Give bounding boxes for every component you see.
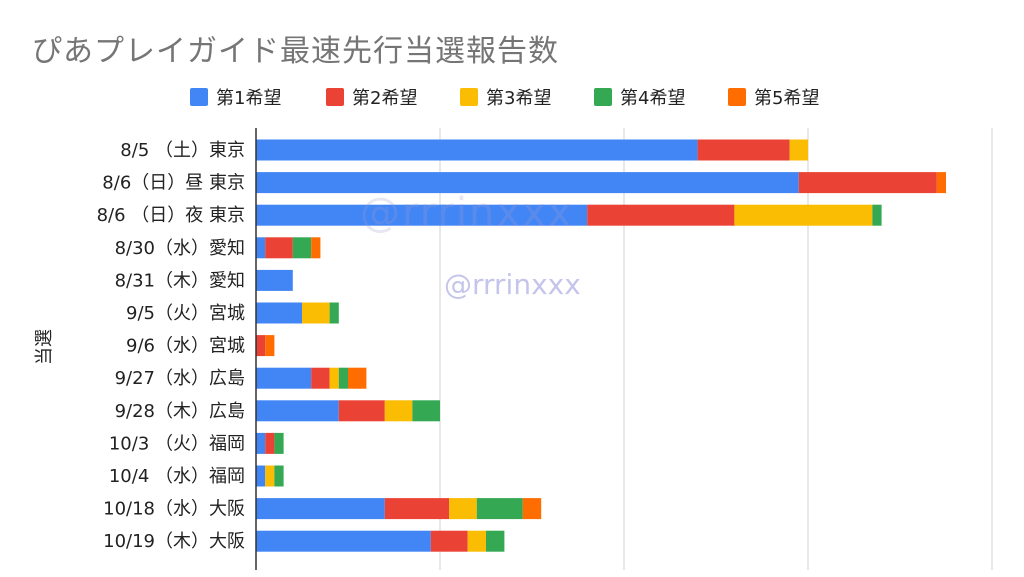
bar-segment — [329, 302, 339, 324]
bar-segment — [338, 400, 385, 422]
watermark-faint: @rrrinxxx — [360, 190, 574, 236]
legend-swatch-5 — [728, 88, 746, 106]
bar-segment — [256, 302, 302, 324]
bar-segment — [265, 432, 275, 454]
bar-segment — [522, 498, 542, 520]
bar-segment — [486, 530, 505, 552]
legend-swatch-3 — [460, 88, 478, 106]
bar-segment — [265, 465, 275, 487]
bar-segment — [412, 400, 440, 422]
bar-segment — [476, 498, 523, 520]
bar-segment — [734, 204, 873, 226]
bar-segment — [256, 432, 266, 454]
bar-segment — [256, 139, 698, 161]
bar-segment — [265, 335, 275, 357]
bar-segment — [256, 237, 266, 259]
category-label: 10/18（水）大阪 — [103, 499, 245, 520]
category-label: 8/6 （日）夜 東京 — [97, 205, 245, 226]
bar-segment — [256, 530, 431, 552]
bar-segment — [311, 237, 321, 259]
bar-segment — [256, 269, 293, 291]
chart-title: ぴあプレイガイド最速先行当選報告数 — [32, 34, 559, 69]
category-label: 8/6（日）昼 東京 — [102, 173, 245, 194]
bar-segment — [338, 367, 348, 389]
category-label: 9/6（水）宮城 — [126, 336, 245, 357]
bar-segment — [256, 465, 266, 487]
legend-swatch-4 — [594, 88, 612, 106]
legend-label-5: 第5希望 — [754, 88, 820, 109]
bar-segment — [467, 530, 486, 552]
category-label: 10/3 （火）福岡 — [109, 433, 245, 454]
bar-segment — [292, 237, 312, 259]
legend-item-3: 第3希望 — [460, 82, 551, 112]
bar-segment — [329, 367, 339, 389]
legend-item-5: 第5希望 — [728, 82, 819, 112]
legend-label-3: 第3希望 — [486, 88, 552, 109]
category-label: 8/31（木）愛知 — [115, 270, 245, 291]
bar-segment — [587, 204, 735, 226]
legend-item-2: 第2希望 — [326, 82, 417, 112]
legend-item-1: 第1希望 — [190, 82, 281, 112]
bar-segment — [256, 204, 588, 226]
bar-segment — [430, 530, 468, 552]
bar-segment — [384, 498, 450, 520]
bar-segment — [789, 139, 808, 161]
category-label: 10/19（木）大阪 — [103, 531, 245, 552]
bar-segment — [348, 367, 367, 389]
legend: 第1希望 第2希望 第3希望 第4希望 第5希望 — [0, 82, 1024, 112]
bar-segment — [311, 367, 330, 389]
bar-segment — [302, 302, 330, 324]
category-label: 10/4 （水）福岡 — [109, 466, 245, 487]
bar-segment — [697, 139, 790, 161]
watermark: @rrrinxxx — [444, 268, 581, 301]
bar-segment — [256, 172, 799, 194]
category-label: 8/30（水）愛知 — [115, 238, 245, 259]
bar-segment — [256, 335, 266, 357]
legend-swatch-2 — [326, 88, 344, 106]
category-label: 9/5（火）宮城 — [126, 303, 245, 324]
bar-segment — [256, 498, 385, 520]
bar-segment — [449, 498, 477, 520]
bar-segment — [384, 400, 413, 422]
bar-segment — [936, 172, 946, 194]
bar-segment — [265, 237, 293, 259]
bar-segment — [274, 465, 284, 487]
category-label: 8/5 （土）東京 — [120, 140, 245, 161]
bar-segment — [256, 400, 339, 422]
bar-segment — [872, 204, 882, 226]
legend-label-2: 第2希望 — [352, 88, 418, 109]
legend-item-4: 第4希望 — [594, 82, 685, 112]
bar-segment — [274, 432, 284, 454]
legend-swatch-1 — [190, 88, 208, 106]
legend-label-4: 第4希望 — [620, 88, 686, 109]
legend-label-1: 第1希望 — [216, 88, 282, 109]
bar-segment — [256, 367, 312, 389]
bar-segment — [798, 172, 937, 194]
category-label: 9/27（水）広島 — [115, 368, 245, 389]
category-label: 9/28（木）広島 — [115, 401, 245, 422]
